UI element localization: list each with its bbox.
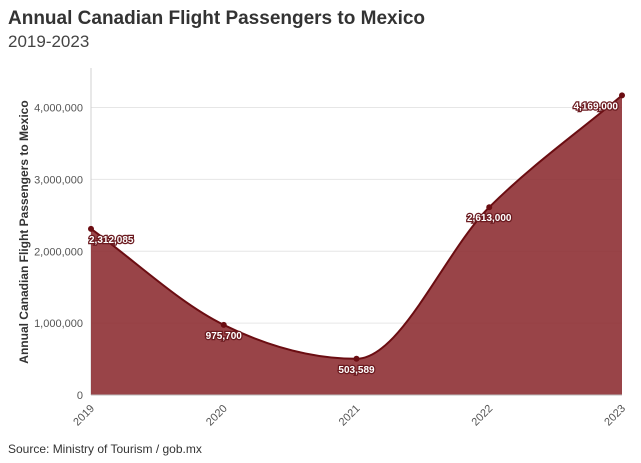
x-tick-label: 2022 <box>470 403 496 429</box>
y-tick-label: 0 <box>77 390 83 402</box>
data-label: 2,613,000 <box>467 213 512 224</box>
area-fill <box>91 95 622 395</box>
data-label: 975,700 <box>206 331 243 342</box>
x-tick-label: 2021 <box>337 403 363 429</box>
data-point <box>88 225 94 232</box>
x-tick-label: 2019 <box>71 403 97 429</box>
data-point <box>353 355 360 362</box>
y-tick-label: 4,000,000 <box>34 103 83 115</box>
chart-subtitle: 2019-2023 <box>8 32 90 51</box>
data-label: 2,312,085 <box>89 235 134 246</box>
data-point <box>220 321 227 328</box>
chart-title: Annual Canadian Flight Passengers to Mex… <box>8 8 426 29</box>
data-point <box>486 204 493 211</box>
x-tick-label: 2023 <box>602 403 628 429</box>
series-line <box>90 94 623 360</box>
data-label: 503,589 <box>338 365 375 376</box>
y-tick-label: 3,000,000 <box>34 174 83 186</box>
data-label: 4,169,000 <box>574 101 619 112</box>
x-tick-label: 2020 <box>204 403 230 429</box>
data-point <box>619 92 625 99</box>
source-note: Source: Ministry of Tourism / gob.mx <box>8 442 202 456</box>
y-tick-label: 2,000,000 <box>34 246 83 258</box>
y-tick-label: 1,000,000 <box>34 318 83 330</box>
